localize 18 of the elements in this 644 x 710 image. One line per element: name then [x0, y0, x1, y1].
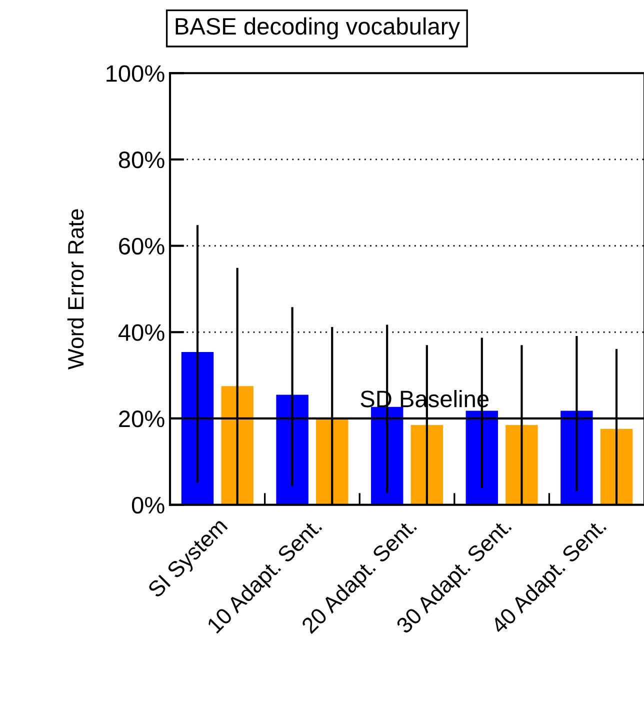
bar: [466, 410, 498, 505]
y-tick-label: 60%: [119, 238, 164, 255]
bar: [506, 424, 538, 505]
y-tick-label: 0%: [132, 496, 164, 514]
bar: [560, 410, 593, 505]
bar: [221, 386, 254, 505]
bar: [600, 428, 633, 505]
chart-title: BASE decoding vocabulary: [176, 17, 460, 40]
y-axis-title: Word Error Rate: [67, 209, 84, 370]
bar: [181, 352, 214, 505]
bar: [370, 406, 404, 505]
bar: [410, 424, 444, 505]
y-tick-label: 20%: [119, 410, 164, 428]
bar: [316, 418, 348, 505]
y-tick-label: 80%: [118, 152, 164, 168]
y-tick-label: 40%: [118, 324, 164, 341]
bar: [276, 394, 308, 505]
y-tick-label: 100%: [106, 65, 164, 82]
